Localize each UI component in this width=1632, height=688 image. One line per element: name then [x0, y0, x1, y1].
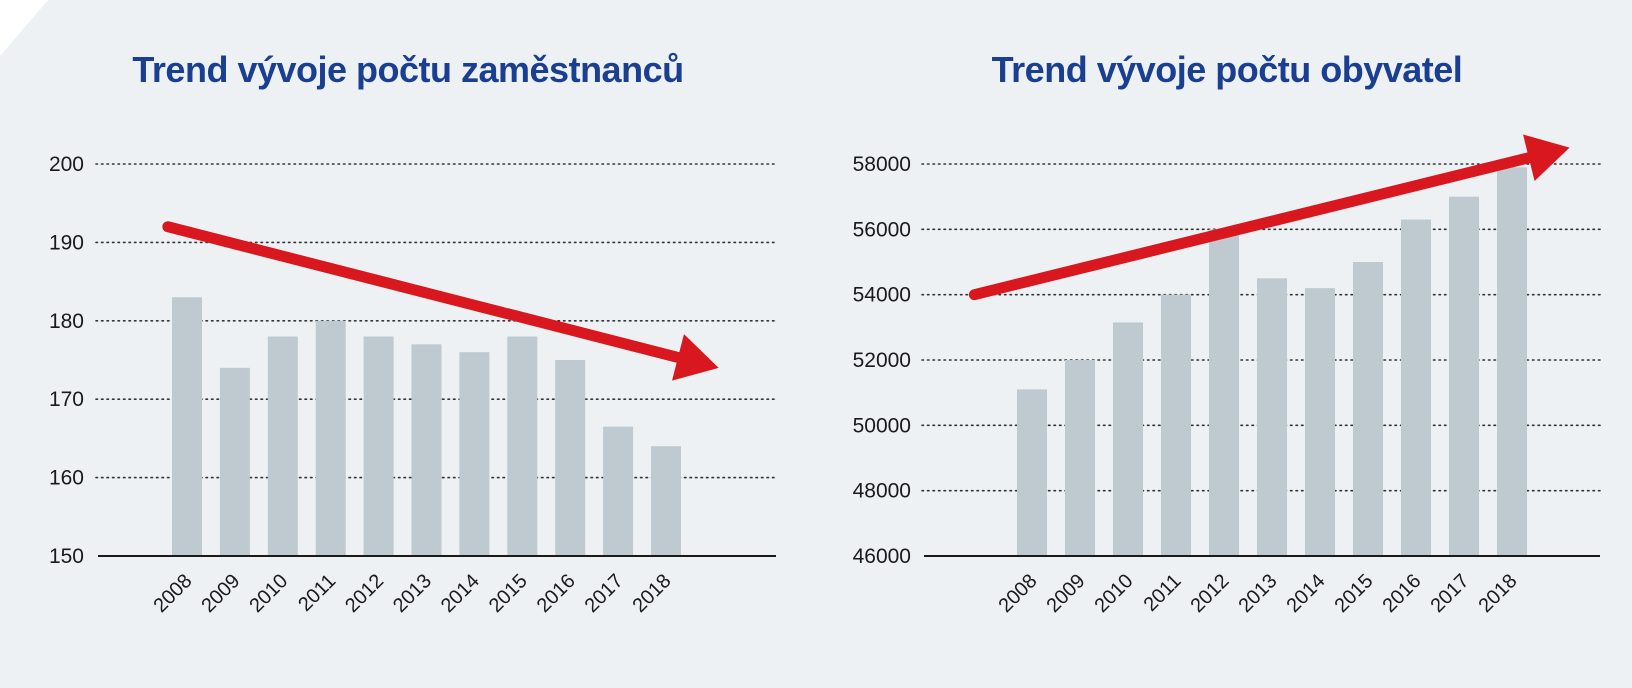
bar — [507, 336, 538, 556]
y-tick-label: 48000 — [853, 480, 911, 503]
bar — [1497, 167, 1527, 556]
y-tick-label: 52000 — [853, 349, 911, 372]
bar — [1449, 196, 1479, 556]
bar — [603, 426, 634, 556]
bar — [1113, 322, 1143, 556]
y-tick-label: 58000 — [853, 153, 911, 176]
bar — [1353, 262, 1383, 556]
bar — [1017, 389, 1047, 556]
bar — [1161, 294, 1191, 556]
y-tick-label: 46000 — [853, 545, 911, 568]
trend-arrow-head — [672, 334, 719, 381]
y-tick-label: 180 — [49, 310, 84, 333]
bar — [1065, 360, 1095, 556]
y-tick-label: 160 — [49, 467, 84, 490]
y-tick-label: 190 — [49, 231, 84, 254]
bar — [459, 352, 490, 556]
y-tick-label: 150 — [49, 545, 84, 568]
chart-title: Trend vývoje počtu obyvatel — [992, 49, 1463, 90]
bar — [172, 297, 202, 556]
bar — [267, 336, 298, 556]
bar — [1401, 219, 1431, 557]
y-tick-label: 56000 — [853, 218, 911, 241]
chart-title: Trend vývoje počtu zaměstnanců — [132, 49, 683, 90]
y-tick-label: 200 — [49, 153, 84, 176]
y-tick-label: 170 — [49, 388, 84, 411]
bar — [1257, 278, 1287, 556]
bar — [363, 336, 394, 556]
bar — [1209, 229, 1239, 557]
bar — [651, 446, 681, 556]
bar — [1305, 288, 1335, 556]
bar — [555, 360, 586, 556]
trend-arrow-shaft — [162, 221, 688, 364]
trend-arrow-shaft — [968, 151, 1539, 301]
bar — [219, 367, 250, 556]
y-tick-label: 54000 — [853, 284, 911, 307]
bar — [315, 320, 346, 556]
bar — [411, 344, 442, 556]
population-chart: Trend vývoje počtu obyvatel 46000 48000 500… — [853, 49, 1601, 617]
trend-arrow-head — [1523, 134, 1570, 182]
y-tick-label: 50000 — [853, 414, 911, 437]
